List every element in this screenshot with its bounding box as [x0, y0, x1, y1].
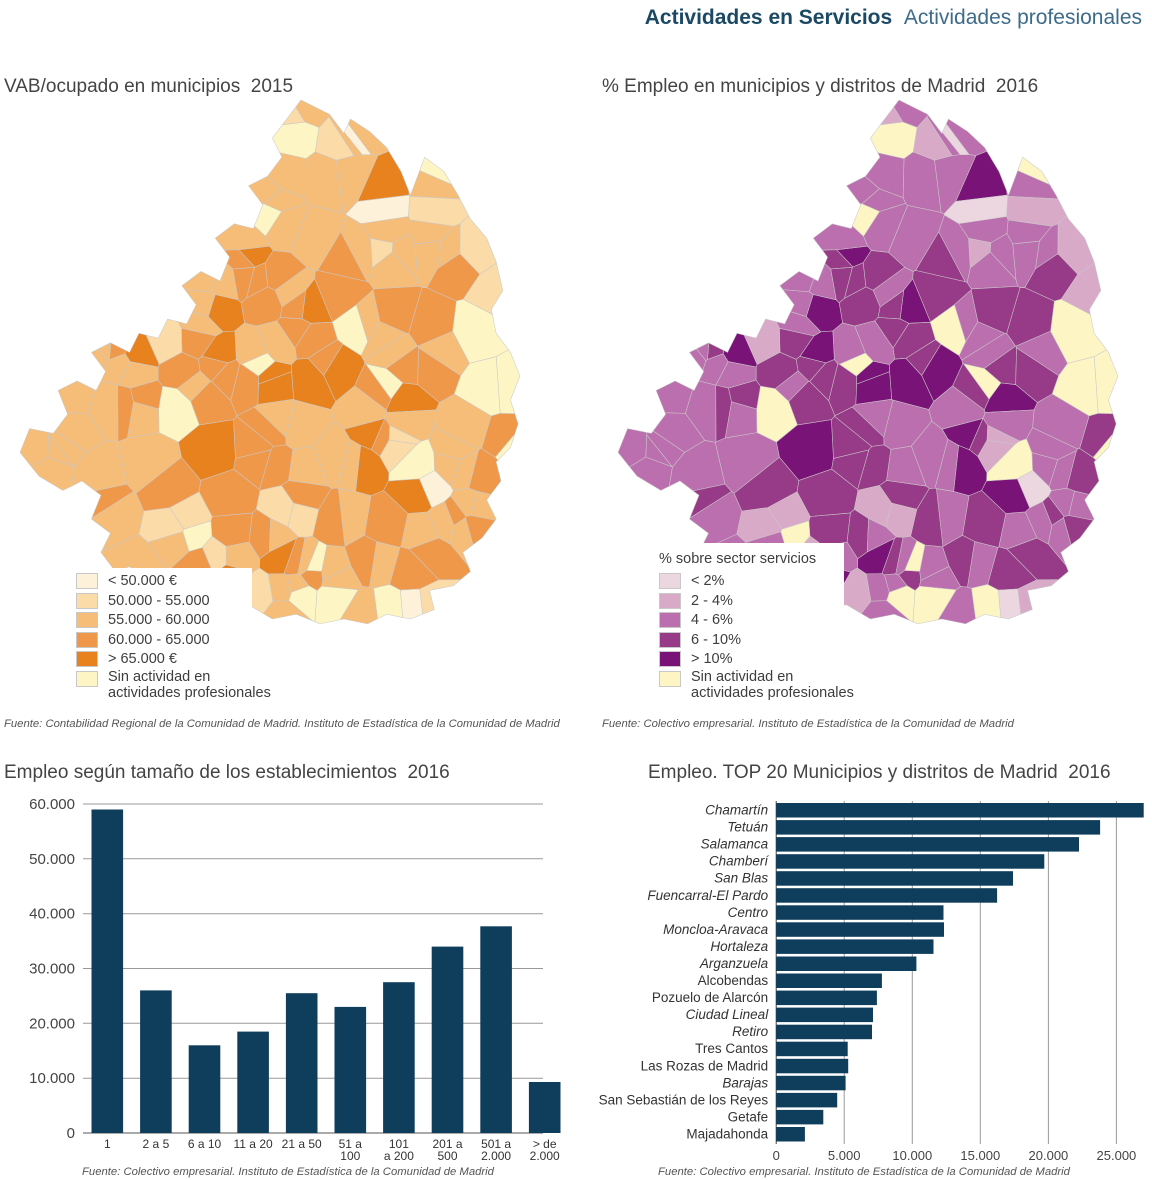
svg-text:Tetuán: Tetuán	[727, 820, 768, 835]
svg-text:2 a 5: 2 a 5	[143, 1137, 170, 1151]
svg-text:500: 500	[437, 1149, 457, 1163]
svg-text:50.000: 50.000	[29, 851, 75, 868]
svg-text:Fuencarral-El Pardo: Fuencarral-El Pardo	[647, 888, 768, 903]
svg-text:Las Rozas de Madrid: Las Rozas de Madrid	[641, 1058, 769, 1073]
svg-text:Majadahonda: Majadahonda	[686, 1127, 768, 1142]
svg-text:60.000: 60.000	[29, 796, 75, 813]
svg-text:21 a 50: 21 a 50	[282, 1137, 322, 1151]
svg-text:20.000: 20.000	[29, 1015, 75, 1032]
svg-text:100: 100	[340, 1149, 360, 1163]
svg-text:2.000: 2.000	[530, 1149, 560, 1163]
svg-text:San Sebastián de los Reyes: San Sebastián de los Reyes	[599, 1092, 769, 1107]
svg-text:1: 1	[104, 1137, 111, 1151]
svg-text:Salamanca: Salamanca	[701, 837, 769, 852]
svg-text:25.000: 25.000	[1097, 1148, 1137, 1163]
svg-text:30.000: 30.000	[29, 961, 75, 978]
svg-text:Chamartín: Chamartín	[705, 803, 768, 818]
svg-text:2.000: 2.000	[481, 1149, 511, 1163]
svg-text:Hortaleza: Hortaleza	[710, 939, 768, 954]
svg-text:Pozuelo de Alarcón: Pozuelo de Alarcón	[652, 990, 768, 1005]
svg-text:40.000: 40.000	[29, 906, 75, 923]
svg-text:20.000: 20.000	[1029, 1148, 1069, 1163]
svg-text:Moncloa-Aravaca: Moncloa-Aravaca	[663, 922, 769, 937]
svg-text:5.000: 5.000	[828, 1148, 861, 1163]
svg-text:San Blas: San Blas	[714, 871, 768, 886]
svg-text:Ciudad Lineal: Ciudad Lineal	[686, 1007, 770, 1022]
svg-text:10.000: 10.000	[892, 1148, 932, 1163]
svg-text:Centro: Centro	[728, 905, 769, 920]
svg-text:Arganzuela: Arganzuela	[699, 956, 769, 971]
svg-text:15.000: 15.000	[960, 1148, 1000, 1163]
svg-text:Retiro: Retiro	[732, 1024, 769, 1039]
svg-text:Tres Cantos: Tres Cantos	[695, 1041, 768, 1056]
svg-text:Barajas: Barajas	[722, 1075, 768, 1090]
svg-text:Getafe: Getafe	[728, 1109, 769, 1124]
svg-text:0: 0	[773, 1148, 780, 1163]
svg-text:10.000: 10.000	[29, 1070, 75, 1087]
svg-text:a 200: a 200	[384, 1149, 414, 1163]
svg-text:11 a 20: 11 a 20	[234, 1137, 273, 1151]
svg-text:Alcobendas: Alcobendas	[698, 973, 769, 988]
svg-text:6 a 10: 6 a 10	[188, 1137, 222, 1151]
svg-text:0: 0	[67, 1125, 75, 1142]
svg-text:Chamberí: Chamberí	[709, 854, 770, 869]
